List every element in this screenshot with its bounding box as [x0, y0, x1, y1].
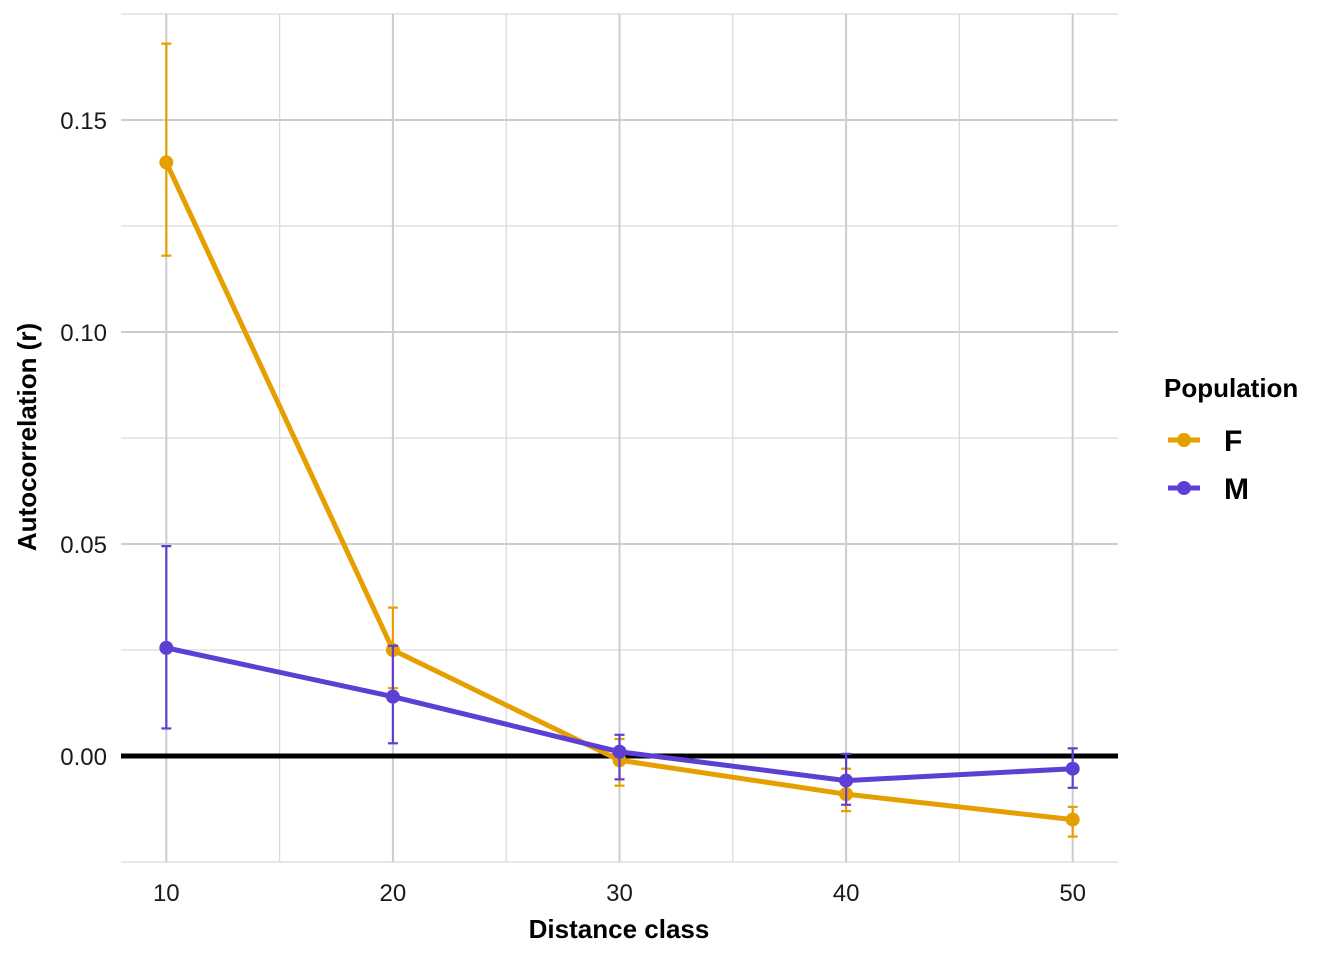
x-tick-label: 50 [1059, 880, 1086, 907]
y-tick-label: 0.15 [60, 108, 107, 135]
series-m [159, 545, 1080, 806]
y-tick-label: 0.05 [60, 532, 107, 559]
y-axis-title: Autocorrelation (r) [12, 323, 42, 551]
data-point-m [385, 689, 400, 704]
x-axis-ticks: 10 20 30 40 50 [153, 880, 1086, 907]
legend-key-point [1177, 433, 1191, 447]
y-tick-label: 0.10 [60, 320, 107, 347]
legend-key-point [1177, 481, 1191, 495]
legend-label: M [1224, 473, 1249, 506]
legend-item-m: M [1168, 473, 1249, 506]
legend-item-f: F [1168, 425, 1242, 458]
legend-label: F [1224, 425, 1242, 458]
data-point-f [159, 155, 174, 170]
data-point-m [1065, 761, 1080, 776]
y-tick-label: 0.00 [60, 744, 107, 771]
legend: Population FM [1164, 373, 1298, 506]
y-axis-ticks: 0.00 0.05 0.10 0.15 [60, 108, 107, 771]
grid [121, 13, 1118, 863]
series-group [159, 42, 1080, 838]
x-tick-label: 10 [153, 880, 180, 907]
error-bar-m [161, 545, 172, 730]
legend-title: Population [1164, 373, 1298, 403]
data-point-m [612, 744, 627, 759]
x-tick-label: 20 [380, 880, 407, 907]
data-point-m [839, 773, 854, 788]
data-point-m [159, 640, 174, 655]
error-bar-f [161, 42, 172, 257]
x-tick-label: 30 [606, 880, 633, 907]
data-point-f [1065, 812, 1080, 827]
x-tick-label: 40 [833, 880, 860, 907]
x-axis-title: Distance class [529, 914, 710, 944]
